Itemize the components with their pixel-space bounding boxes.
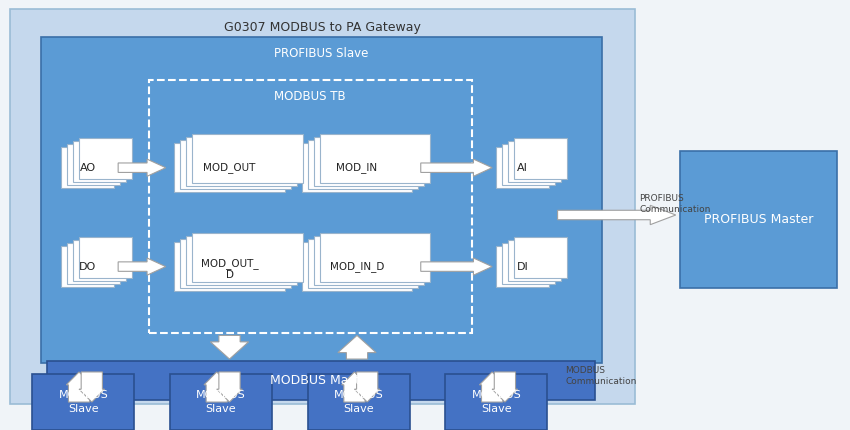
Text: MODBUS
Communication: MODBUS Communication [565,366,637,386]
Bar [502,144,555,185]
Bar [79,237,132,278]
Bar [73,141,126,182]
Text: MOD_OUT: MOD_OUT [203,162,256,173]
Bar [680,150,837,288]
Bar [61,147,114,188]
Text: DO: DO [79,261,96,272]
Bar [496,147,549,188]
Text: PROFIBUS
Communication: PROFIBUS Communication [639,194,711,214]
Polygon shape [558,206,676,224]
Bar [149,80,472,333]
Polygon shape [211,335,248,359]
Polygon shape [118,159,166,176]
Bar [314,236,424,286]
Bar [79,138,132,179]
Bar [170,374,272,430]
Text: MODBUS
Slave: MODBUS Slave [59,390,108,414]
Text: PROFIBUS Master: PROFIBUS Master [704,213,813,226]
Bar [174,143,285,193]
Text: PROFIBUS Slave: PROFIBUS Slave [274,47,369,60]
Bar [67,144,120,185]
Bar [508,141,561,182]
Text: MODBUS
Slave: MODBUS Slave [196,390,246,414]
Bar [192,233,303,282]
Polygon shape [204,372,230,402]
Polygon shape [492,372,518,402]
Bar [514,138,567,179]
Bar [180,239,291,288]
Bar [67,243,120,284]
Bar [302,242,412,292]
Polygon shape [217,372,242,402]
Bar [174,242,285,292]
Bar [320,233,430,282]
Polygon shape [118,258,166,275]
Bar [47,361,595,400]
Text: G0307 MODBUS to PA Gateway: G0307 MODBUS to PA Gateway [224,22,421,34]
Text: MODBUS Master: MODBUS Master [269,374,372,387]
Polygon shape [66,372,92,402]
Bar [32,374,134,430]
Bar [514,237,567,278]
Bar [180,140,291,189]
Text: MOD_IN_D: MOD_IN_D [330,261,384,272]
Bar [302,143,412,193]
Bar [445,374,547,430]
Bar [308,239,418,288]
Bar [10,9,635,404]
Polygon shape [421,159,492,176]
Bar [73,240,126,281]
Polygon shape [479,372,505,402]
Bar [186,236,297,286]
Text: MODBUS TB: MODBUS TB [275,90,346,103]
Bar [320,134,430,183]
Bar [186,137,297,187]
Bar [61,246,114,287]
Bar [496,246,549,287]
Bar [502,243,555,284]
Text: MOD_OUT_
D: MOD_OUT_ D [201,258,258,280]
Text: AO: AO [80,163,95,173]
Bar [308,140,418,189]
Bar [314,137,424,187]
Polygon shape [421,258,492,275]
Polygon shape [79,372,105,402]
Bar [508,240,561,281]
Bar [308,374,410,430]
Bar [41,37,602,363]
Text: DI: DI [517,261,529,272]
Polygon shape [354,372,380,402]
Text: MODBUS
Slave: MODBUS Slave [472,390,521,414]
Polygon shape [342,372,367,402]
Text: AI: AI [518,163,528,173]
Text: MOD_IN: MOD_IN [337,162,377,173]
Bar [192,134,303,183]
Polygon shape [337,335,376,359]
Text: MODBUS
Slave: MODBUS Slave [334,390,383,414]
